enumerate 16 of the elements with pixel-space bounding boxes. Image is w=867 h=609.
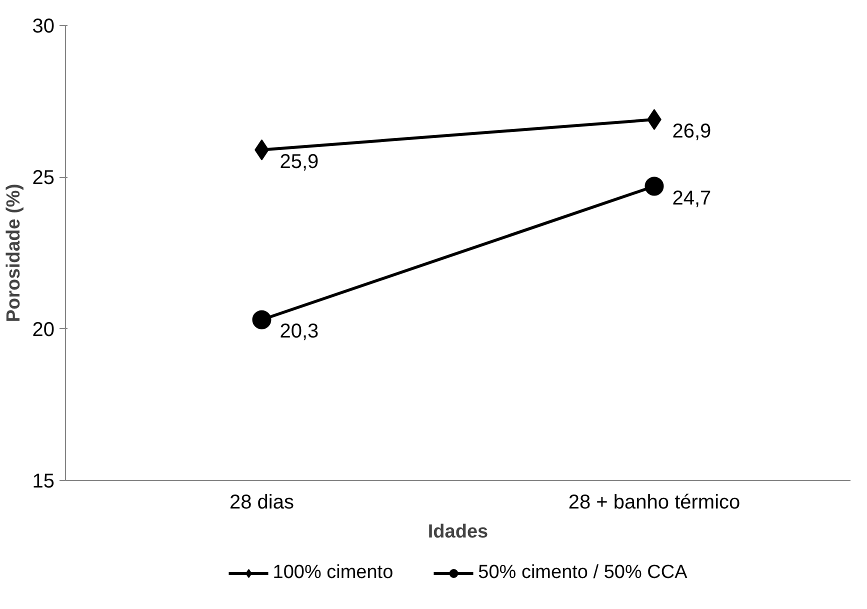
x-axis-title: Idades xyxy=(428,522,488,542)
y-tick-label: 20 xyxy=(32,318,55,341)
data-label: 26,9 xyxy=(672,120,712,143)
point xyxy=(644,176,664,196)
y-axis-title: Porosidade (%) xyxy=(3,184,24,322)
legend-label: 100% cimento xyxy=(272,562,394,584)
data-label: 24,7 xyxy=(672,187,712,210)
x-tick-label: 28 + banho térmico xyxy=(568,492,740,514)
y-tick-label: 15 xyxy=(32,470,55,492)
point xyxy=(252,310,272,330)
legend-label: 50% cimento / 50% CCA xyxy=(478,562,688,584)
x-tick-label: 28 dias xyxy=(230,492,294,514)
y-tick-label: 25 xyxy=(32,167,55,190)
data-label: 25,9 xyxy=(280,150,319,173)
y-tick-label: 30 xyxy=(32,16,55,38)
data-label: 20,3 xyxy=(280,320,319,343)
